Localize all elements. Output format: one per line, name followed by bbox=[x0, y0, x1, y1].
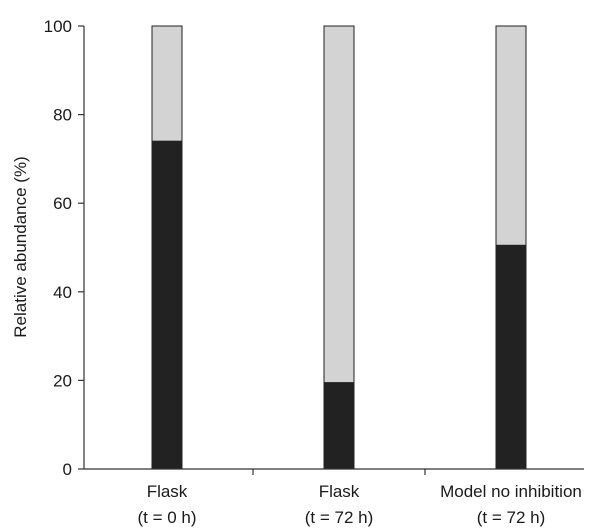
axes bbox=[83, 26, 584, 470]
x-category-label: (t = 72 h) bbox=[477, 508, 546, 527]
y-tick-label: 20 bbox=[53, 371, 72, 390]
y-tick-label: 100 bbox=[44, 17, 72, 36]
bar-dark-segment bbox=[495, 244, 527, 470]
y-axis-label: Relative abundance (%) bbox=[11, 156, 30, 337]
bar-light-segment bbox=[323, 25, 355, 384]
bar-light-segment bbox=[495, 25, 527, 246]
y-tick-label: 60 bbox=[53, 194, 72, 213]
bar-dark-segment bbox=[151, 140, 183, 470]
bar-dark-segment bbox=[323, 382, 355, 470]
x-category-labels: Flask (t = 0 h) Flask (t = 72 h) Model no in… bbox=[137, 482, 581, 527]
y-ticks: 0 20 40 60 80 100 bbox=[44, 17, 84, 479]
x-category-label: Model no inhibition bbox=[440, 482, 582, 501]
bar-light-segment bbox=[151, 25, 183, 142]
y-tick-label: 80 bbox=[53, 106, 72, 125]
y-tick-label: 40 bbox=[53, 283, 72, 302]
x-category-label: Flask bbox=[319, 482, 360, 501]
x-category-label: (t = 0 h) bbox=[137, 508, 196, 527]
bars bbox=[151, 25, 527, 470]
x-category-label: Flask bbox=[147, 482, 188, 501]
x-ticks bbox=[252, 469, 426, 475]
y-tick-label: 0 bbox=[63, 460, 72, 479]
x-category-label: (t = 72 h) bbox=[305, 508, 374, 527]
